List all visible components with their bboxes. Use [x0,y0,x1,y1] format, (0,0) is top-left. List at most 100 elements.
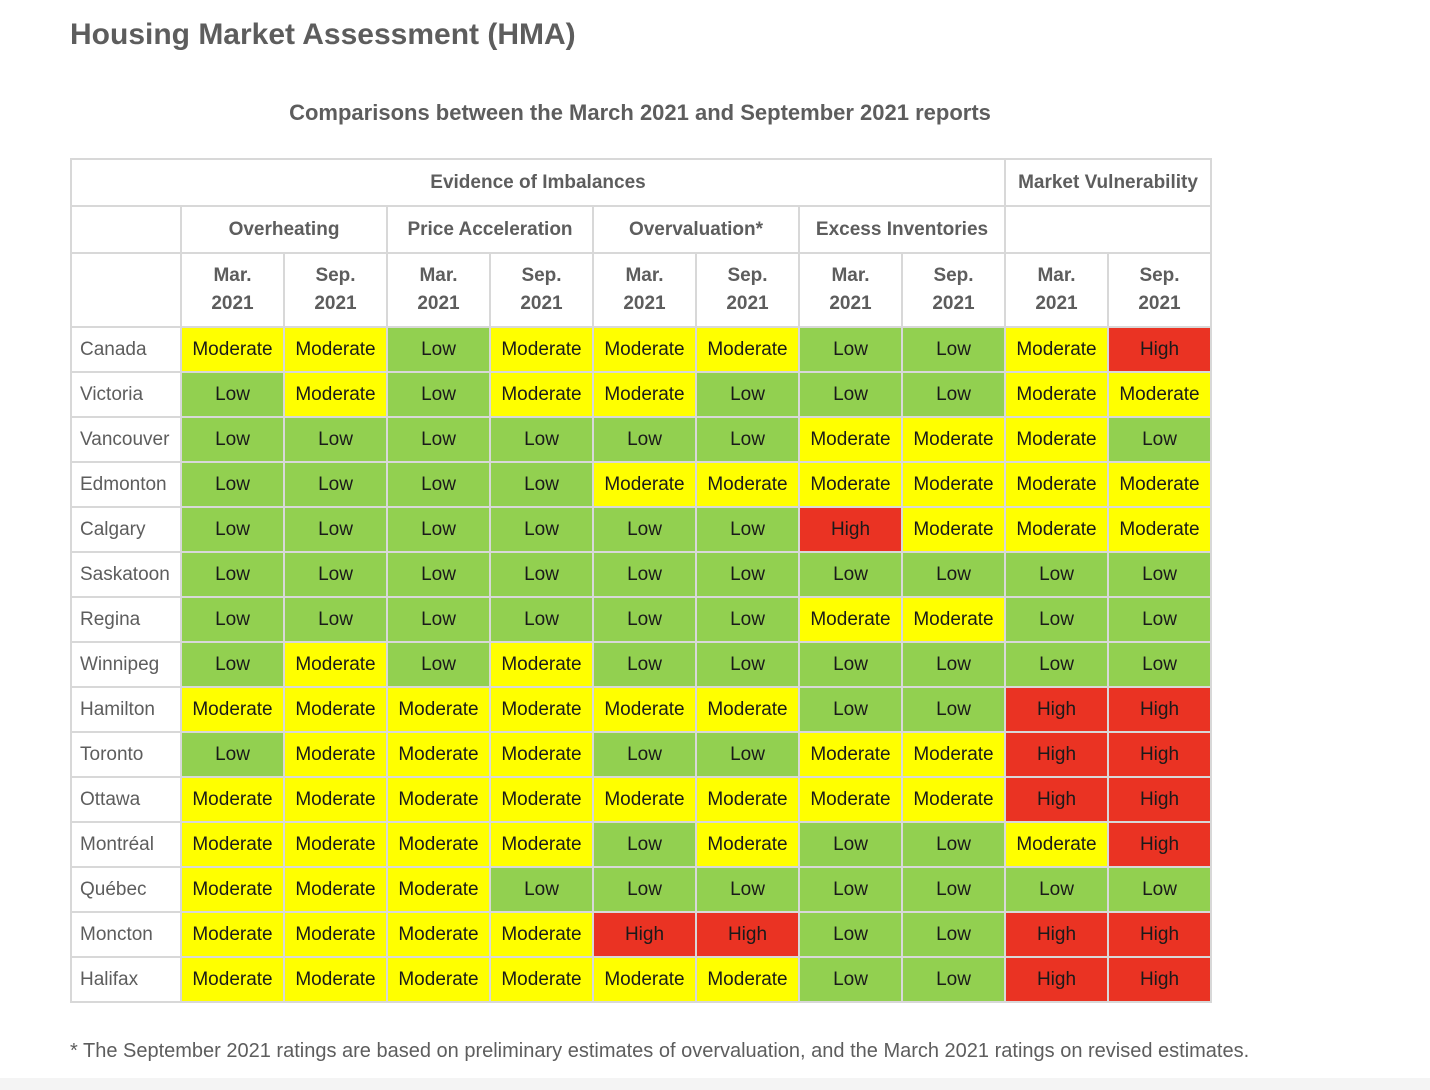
table-row: Calgary Low Low Low Low Low Low High Moderate Mod… [70,506,1212,553]
city-label: Hamilton [70,686,182,733]
evidence-of-imbalances-header: Evidence of Imbalances [70,158,1006,207]
rating-cell: Moderate [798,776,903,823]
rating-cell: Moderate [1004,416,1109,463]
rating-cell: Moderate [695,956,800,1003]
rating-cell: High [1107,731,1212,778]
rating-cell: Low [695,551,800,598]
period-year: 2021 [932,293,975,314]
rating-cell: Low [489,551,594,598]
rating-cell: Moderate [1004,821,1109,868]
rating-cell: Low [180,596,285,643]
rating-cell: Moderate [386,686,491,733]
rating-cell: Low [592,731,697,778]
rating-cell: Low [798,641,903,688]
period-header: Sep. 2021 [901,252,1006,328]
rating-cell: Low [283,551,388,598]
page-title: Housing Market Assessment (HMA) [70,18,576,51]
rating-cell: High [1004,911,1109,958]
period-year: 2021 [829,293,872,314]
rating-cell: Low [1107,641,1212,688]
city-label: Toronto [70,731,182,778]
market-vulnerability-header: Market Vulnerability [1004,158,1212,207]
rating-cell: Low [1004,551,1109,598]
rating-cell: Low [489,596,594,643]
rating-cell: High [1107,776,1212,823]
table-row: Ottawa Moderate Moderate Moderate Moderate Mo… [70,776,1212,823]
rating-cell: Moderate [283,731,388,778]
rating-cell: Low [695,866,800,913]
rating-cell: Moderate [695,776,800,823]
rating-cell: Low [386,416,491,463]
city-label: Regina [70,596,182,643]
hma-table: Evidence of Imbalances Market Vulnerabil… [70,158,1212,1003]
rating-cell: Moderate [798,731,903,778]
rating-cell: Low [283,506,388,553]
rating-cell: Low [695,641,800,688]
city-label: Montréal [70,821,182,868]
city-label: Vancouver [70,416,182,463]
city-label: Moncton [70,911,182,958]
rating-cell: Low [695,371,800,418]
rating-cell: Low [489,866,594,913]
city-label: Ottawa [70,776,182,823]
rating-cell: Moderate [283,866,388,913]
rating-cell: Moderate [592,956,697,1003]
rating-cell: Moderate [180,686,285,733]
rating-cell: Low [1004,866,1109,913]
rating-cell: Low [386,596,491,643]
rating-cell: Moderate [592,686,697,733]
rating-cell: Moderate [283,956,388,1003]
rating-cell: High [1004,686,1109,733]
rating-cell: High [1107,821,1212,868]
rating-cell: Low [1107,596,1212,643]
blank-header-cell [70,205,182,254]
rating-cell: Low [180,371,285,418]
rating-cell: Moderate [489,731,594,778]
table-row: Winnipeg Low Moderate Low Moderate Low Low Low L… [70,641,1212,688]
rating-cell: Moderate [386,776,491,823]
rating-cell: Moderate [489,686,594,733]
rating-cell: Low [592,551,697,598]
rating-cell: Low [180,641,285,688]
rating-cell: Low [695,416,800,463]
rating-cell: Low [1107,416,1212,463]
rating-cell: Low [901,551,1006,598]
table-row: Edmonton Low Low Low Low Moderate Moderate Mode… [70,461,1212,508]
rating-cell: Moderate [386,731,491,778]
city-label: Halifax [70,956,182,1003]
rating-cell: Moderate [283,371,388,418]
rating-cell: Moderate [901,416,1006,463]
rating-cell: Low [695,731,800,778]
rating-cell: Low [798,551,903,598]
rating-cell: Low [1004,596,1109,643]
blank-header-cell [1004,205,1212,254]
period-month: Mar. [213,265,252,286]
rating-cell: Moderate [901,461,1006,508]
price-acceleration-header: Price Acceleration [386,205,594,254]
rating-cell: Low [386,551,491,598]
rating-cell: Moderate [1107,461,1212,508]
rating-cell: Moderate [180,326,285,373]
rating-cell: Low [1004,641,1109,688]
rating-cell: High [1107,326,1212,373]
period-header: Mar. 2021 [180,252,285,328]
period-month: Mar. [625,265,664,286]
rating-cell: High [1004,776,1109,823]
period-header: Mar. 2021 [1004,252,1109,328]
rating-cell: Low [798,866,903,913]
rating-cell: Low [592,596,697,643]
rating-cell: Moderate [386,866,491,913]
rating-cell: High [695,911,800,958]
rating-cell: Moderate [489,776,594,823]
rating-cell: Moderate [901,596,1006,643]
rating-cell: Moderate [1004,461,1109,508]
period-year: 2021 [1035,293,1078,314]
period-year: 2021 [314,293,357,314]
rating-cell: Low [592,641,697,688]
rating-cell: Moderate [489,821,594,868]
city-label: Saskatoon [70,551,182,598]
rating-cell: High [592,911,697,958]
rating-cell: Moderate [283,911,388,958]
rating-cell: Low [180,731,285,778]
blank-header-cell [70,252,182,328]
